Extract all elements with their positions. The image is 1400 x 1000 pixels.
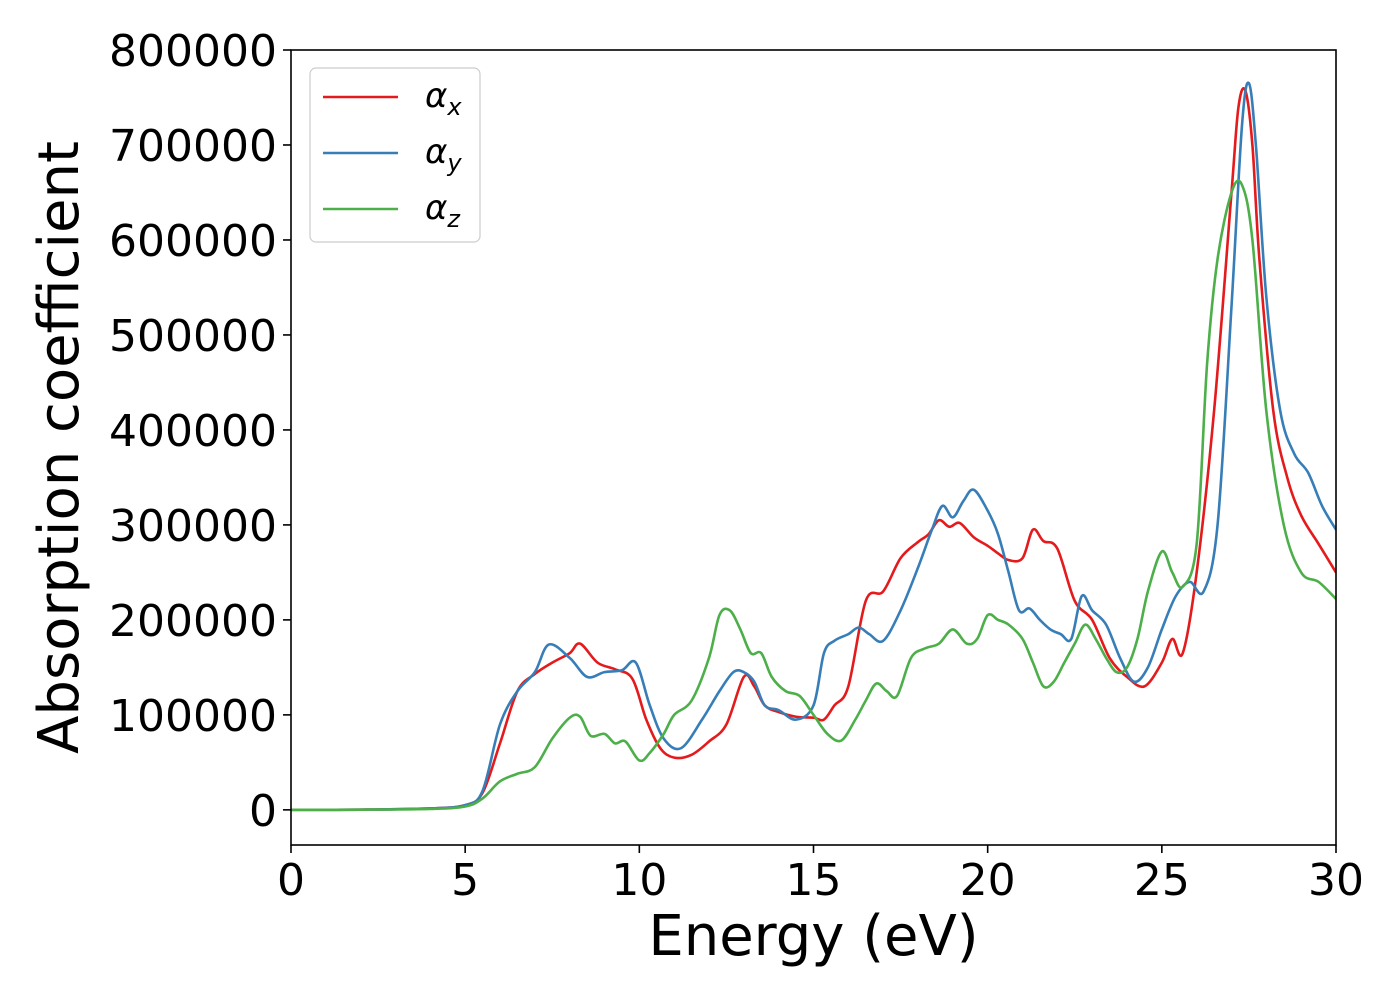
plot-lines	[291, 81, 1336, 812]
y-tick-label: 100000	[109, 691, 277, 742]
x-tick-label: 20	[960, 855, 1016, 906]
y-tick-label: 600000	[109, 216, 277, 267]
series-line-x	[291, 87, 1336, 812]
legend-label-z: αz	[425, 188, 461, 233]
x-tick-label: 30	[1308, 855, 1364, 906]
y-tick-label: 200000	[109, 596, 277, 647]
y-tick-label: 500000	[109, 311, 277, 362]
series-line-y	[291, 81, 1336, 812]
y-axis: 0 100000 200000 300000 400000 500000 600000 700…	[109, 26, 291, 837]
y-tick-label: 300000	[109, 501, 277, 552]
y-axis-title: Absorption coefficient	[27, 141, 92, 754]
y-tick-label: 0	[249, 786, 277, 837]
x-tick-label: 10	[611, 855, 667, 906]
x-axis: 0 5 10 15 20 25 30	[277, 845, 1364, 906]
legend-label-y: αy	[425, 132, 462, 177]
x-tick-label: 15	[786, 855, 842, 906]
x-tick-label: 5	[451, 855, 479, 906]
y-tick-label: 800000	[109, 26, 277, 77]
x-axis-title: Energy (eV)	[648, 904, 978, 969]
y-tick-label: 400000	[109, 406, 277, 457]
series-line-z	[291, 179, 1336, 812]
x-tick-label: 0	[277, 855, 305, 906]
legend-box	[309, 67, 481, 243]
legend: αx αy αz	[309, 67, 481, 243]
x-tick-label: 25	[1134, 855, 1190, 906]
y-tick-label: 700000	[109, 121, 277, 172]
legend-label-x: αx	[425, 76, 462, 121]
